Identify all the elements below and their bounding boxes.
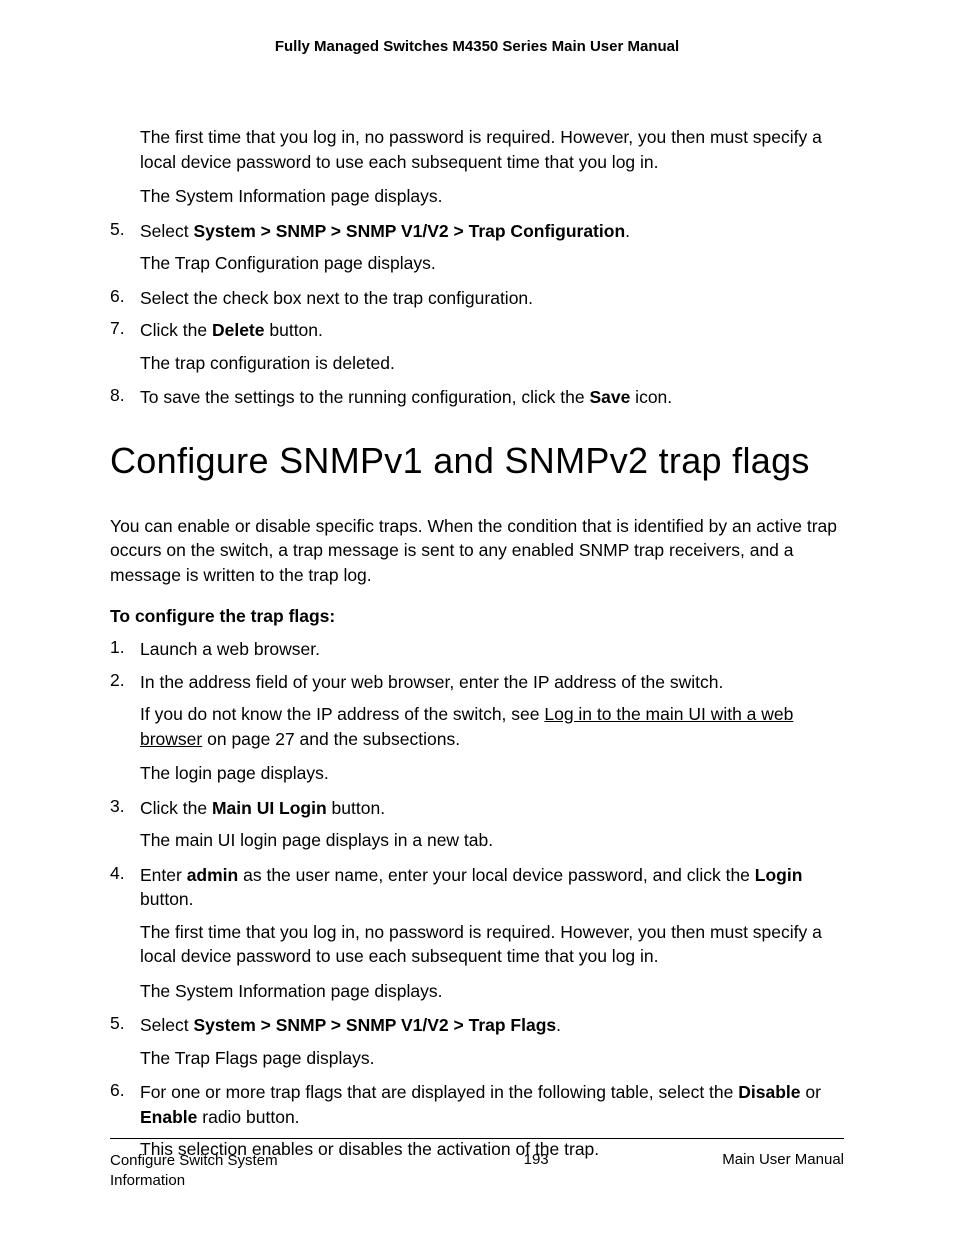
list-sub: The login page displays. [140, 761, 844, 786]
procedure-steps: 1. Launch a web browser. 2. In the addre… [110, 637, 844, 1162]
bold-run: admin [187, 865, 239, 885]
list-text: To save the settings to the running conf… [140, 385, 844, 410]
text-run: on page 27 and the subsections. [202, 729, 460, 749]
list-number: 5. [110, 219, 140, 244]
document-page: Fully Managed Switches M4350 Series Main… [0, 0, 954, 1235]
list-item: 1. Launch a web browser. [110, 637, 844, 662]
text-run: Select [140, 1015, 194, 1035]
list-text: Select System > SNMP > SNMP V1/V2 > Trap… [140, 219, 844, 244]
list-sub: The Trap Flags page displays. [140, 1046, 844, 1071]
text-run: . [625, 221, 630, 241]
text-run: Click the [140, 320, 212, 340]
text-run: button. [327, 798, 385, 818]
list-text: Click the Delete button. [140, 318, 844, 343]
page-footer: Configure Switch System Information 193 … [110, 1138, 844, 1192]
footer-page-number: 193 [524, 1151, 549, 1192]
text-run: or [801, 1082, 821, 1102]
list-number: 8. [110, 385, 140, 410]
list-item: 2. In the address field of your web brow… [110, 670, 844, 695]
list-number: 5. [110, 1013, 140, 1038]
procedure-title: To configure the trap flags: [110, 606, 844, 627]
list-sub: The Trap Configuration page displays. [140, 251, 844, 276]
text-run: Click the [140, 798, 212, 818]
list-sub: The trap configuration is deleted. [140, 351, 844, 376]
bold-run: System > SNMP > SNMP V1/V2 > Trap Config… [194, 221, 626, 241]
list-item: 5. Select System > SNMP > SNMP V1/V2 > T… [110, 219, 844, 244]
text-run: For one or more trap flags that are disp… [140, 1082, 738, 1102]
list-item: 3. Click the Main UI Login button. [110, 796, 844, 821]
list-number: 3. [110, 796, 140, 821]
list-text: In the address field of your web browser… [140, 670, 844, 695]
list-sub: The first time that you log in, no passw… [140, 920, 844, 969]
text-run: If you do not know the IP address of the… [140, 704, 544, 724]
list-text: Select the check box next to the trap co… [140, 286, 844, 311]
list-item: 6. Select the check box next to the trap… [110, 286, 844, 311]
footer-right: Main User Manual [722, 1151, 844, 1192]
bold-run: System > SNMP > SNMP V1/V2 > Trap Flags [194, 1015, 557, 1035]
top-steps-block: The first time that you log in, no passw… [110, 125, 844, 410]
bold-run: Main UI Login [212, 798, 327, 818]
list-number: 4. [110, 863, 140, 912]
footer-left: Configure Switch System Information [110, 1151, 350, 1192]
list-sub: If you do not know the IP address of the… [140, 702, 844, 751]
list-text: Enter admin as the user name, enter your… [140, 863, 844, 912]
text-run: button. [140, 889, 194, 909]
bold-run: Delete [212, 320, 265, 340]
list-sub: The System Information page displays. [140, 979, 844, 1004]
list-number: 7. [110, 318, 140, 343]
section-heading: Configure SNMPv1 and SNMPv2 trap flags [110, 440, 844, 482]
text-run: as the user name, enter your local devic… [238, 865, 755, 885]
footer-rule [110, 1138, 844, 1139]
continuation-paragraph: The first time that you log in, no passw… [140, 125, 844, 174]
list-number: 6. [110, 286, 140, 311]
list-text: For one or more trap flags that are disp… [140, 1080, 844, 1129]
list-number: 2. [110, 670, 140, 695]
list-text: Launch a web browser. [140, 637, 844, 662]
text-run: icon. [630, 387, 672, 407]
text-run: radio button. [197, 1107, 299, 1127]
text-run: . [556, 1015, 561, 1035]
list-text: Click the Main UI Login button. [140, 796, 844, 821]
bold-run: Disable [738, 1082, 800, 1102]
list-item: 5. Select System > SNMP > SNMP V1/V2 > T… [110, 1013, 844, 1038]
list-item: 7. Click the Delete button. [110, 318, 844, 343]
section-intro: You can enable or disable specific traps… [110, 514, 844, 589]
list-text: Select System > SNMP > SNMP V1/V2 > Trap… [140, 1013, 844, 1038]
list-item: 6. For one or more trap flags that are d… [110, 1080, 844, 1129]
text-run: Enter [140, 865, 187, 885]
bold-run: Enable [140, 1107, 197, 1127]
page-header-title: Fully Managed Switches M4350 Series Main… [110, 38, 844, 55]
bold-run: Login [755, 865, 803, 885]
text-run: button. [265, 320, 323, 340]
text-run: To save the settings to the running conf… [140, 387, 589, 407]
list-number: 1. [110, 637, 140, 662]
bold-run: Save [589, 387, 630, 407]
continuation-sub: The System Information page displays. [140, 184, 844, 209]
footer-row: Configure Switch System Information 193 … [110, 1151, 844, 1192]
list-number: 6. [110, 1080, 140, 1129]
text-run: Select [140, 221, 194, 241]
list-item: 8. To save the settings to the running c… [110, 385, 844, 410]
list-item: 4. Enter admin as the user name, enter y… [110, 863, 844, 912]
list-sub: The main UI login page displays in a new… [140, 828, 844, 853]
